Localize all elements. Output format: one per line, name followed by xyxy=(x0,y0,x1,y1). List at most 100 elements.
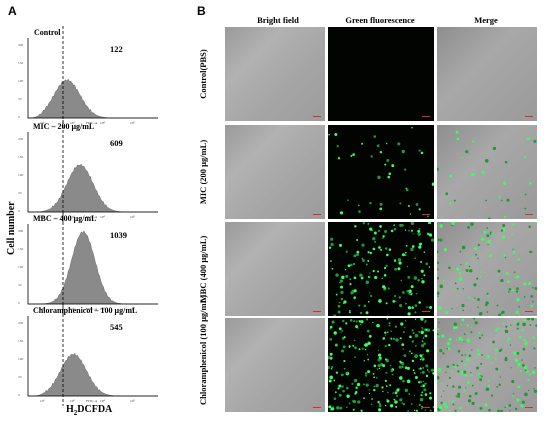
histogram-plot: 10² 10³ 10⁴ 10⁵ FITC-A 0 50 100 150 200 xyxy=(18,120,158,222)
cell-dot xyxy=(349,310,351,312)
cell-dot xyxy=(435,250,439,254)
cell-dot xyxy=(392,392,395,395)
cell-dot xyxy=(462,288,464,290)
cell-dot xyxy=(470,331,473,334)
cell-dot xyxy=(388,248,392,251)
y-tick-label: 0 xyxy=(18,393,20,397)
cell-dot xyxy=(372,237,376,241)
cell-dot xyxy=(391,373,394,376)
cell-dot xyxy=(404,251,407,254)
cell-dot xyxy=(343,367,346,370)
cell-dot xyxy=(381,277,383,279)
cell-dot xyxy=(514,358,519,363)
cell-dot xyxy=(479,407,483,410)
cell-dot xyxy=(485,159,489,163)
cell-dot xyxy=(341,275,345,280)
cell-dot xyxy=(468,394,472,398)
cell-dot xyxy=(361,142,364,145)
cell-dot xyxy=(516,287,519,291)
cell-dot xyxy=(528,281,532,285)
cell-dot xyxy=(480,271,482,273)
cell-dot xyxy=(382,337,386,340)
cell-dot xyxy=(491,232,493,234)
cell-dot xyxy=(508,404,512,407)
cell-dot xyxy=(518,335,522,339)
scale-bar xyxy=(525,407,533,408)
cell-dot xyxy=(406,289,409,293)
cell-dot xyxy=(367,300,370,303)
histogram-axes xyxy=(27,316,158,397)
cell-dot xyxy=(346,372,349,375)
cell-dot xyxy=(451,370,454,372)
cell-dot xyxy=(442,352,445,355)
cell-dot xyxy=(420,356,424,360)
cell-dot xyxy=(524,193,527,196)
cell-dot xyxy=(467,339,471,343)
cell-dot xyxy=(399,337,402,340)
cell-dot xyxy=(457,370,460,373)
cell-dot xyxy=(361,243,365,247)
cell-dot xyxy=(362,222,366,225)
cell-dot xyxy=(353,296,357,299)
cell-dot xyxy=(347,199,349,201)
cell-dot xyxy=(524,366,528,370)
cell-dot xyxy=(533,342,536,344)
cell-dot xyxy=(384,331,387,334)
cell-dot xyxy=(395,338,399,342)
cell-dot xyxy=(503,254,506,258)
cell-dot xyxy=(456,137,460,141)
cell-dot xyxy=(455,130,459,134)
cell-dot xyxy=(429,306,433,310)
cell-dot xyxy=(384,229,388,233)
cell-dot xyxy=(458,385,461,389)
cell-dot xyxy=(369,251,373,255)
cell-dot xyxy=(357,327,359,329)
cell-dot xyxy=(353,378,358,383)
cell-dot xyxy=(436,268,439,271)
cell-dot xyxy=(452,385,455,388)
cell-dot xyxy=(426,215,429,218)
cell-dot xyxy=(418,403,421,407)
cell-dot xyxy=(473,283,477,287)
x-tick-label: 10² xyxy=(40,307,45,311)
cell-dot xyxy=(505,272,509,276)
x-axis-label: H2DCFDA xyxy=(66,404,113,417)
cell-dot xyxy=(373,388,376,392)
cell-dot xyxy=(367,251,370,254)
cell-dot xyxy=(405,303,407,305)
cell-dot xyxy=(418,245,422,249)
cell-dot xyxy=(514,407,518,411)
cell-dot xyxy=(370,155,373,158)
histogram-label: Control xyxy=(34,28,61,37)
cell-dot xyxy=(424,321,426,324)
cell-dot xyxy=(432,329,435,332)
cell-dot xyxy=(443,390,445,392)
cell-dot xyxy=(511,288,514,292)
cell-dot xyxy=(360,276,364,280)
cell-dot xyxy=(402,366,404,368)
cell-dot xyxy=(422,384,426,388)
scale-bar xyxy=(422,214,430,215)
histogram-1: 10² 10³ 10⁴ 10⁵ FITC-A 0 50 100 150 200 xyxy=(18,26,158,128)
cell-dot xyxy=(399,376,403,380)
cell-dot xyxy=(356,382,361,387)
cell-dot xyxy=(480,237,484,241)
row-label: Chloramphenicol (100 μg/mL) xyxy=(198,294,208,405)
cell-dot xyxy=(409,335,412,339)
cell-dot xyxy=(422,337,425,339)
cell-dot xyxy=(353,289,357,293)
cell-dot xyxy=(448,337,452,341)
cell-dot xyxy=(359,323,362,326)
cell-dot xyxy=(432,372,435,375)
cell-dot xyxy=(337,310,341,314)
cell-dot xyxy=(398,365,402,369)
cell-dot xyxy=(431,182,436,186)
cell-dot xyxy=(437,238,440,241)
cell-dot xyxy=(453,365,455,368)
cell-dot xyxy=(349,282,352,286)
cell-dot xyxy=(352,344,355,347)
cell-dot xyxy=(363,383,366,386)
cell-dot xyxy=(507,290,510,293)
cell-dot xyxy=(467,352,469,354)
cell-dot xyxy=(418,149,421,152)
